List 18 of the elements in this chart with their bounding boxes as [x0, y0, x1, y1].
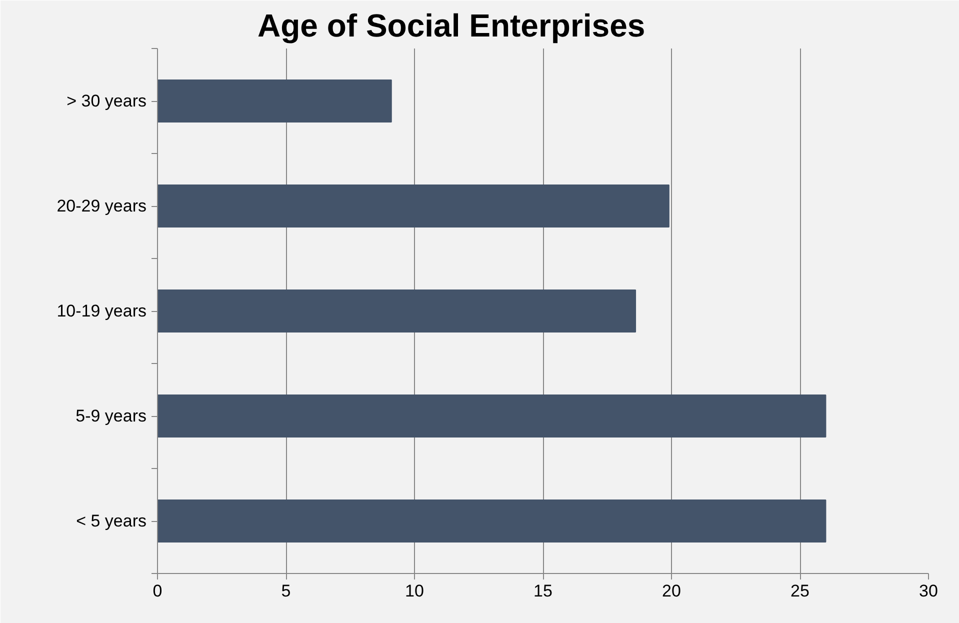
x-tick-label: 0: [152, 582, 162, 600]
x-tick-label: 5: [281, 582, 291, 600]
y-tick-label: < 5 years: [76, 512, 147, 530]
bar: [158, 500, 826, 542]
y-tick-label: > 30 years: [66, 92, 147, 110]
x-tick-label: 20: [662, 582, 681, 600]
x-tick-label: 25: [790, 582, 810, 600]
y-tick-label: 10-19 years: [56, 302, 147, 320]
bar: [158, 394, 826, 438]
chart-title: Age of Social Enterprises: [258, 8, 646, 44]
y-tick-label: 20-29 years: [56, 196, 147, 216]
x-tick-label: 15: [534, 582, 552, 600]
bar: [158, 184, 670, 228]
bar: [158, 290, 636, 332]
bar: [158, 80, 392, 122]
x-tick-label: 10: [405, 582, 424, 600]
x-tick-label: 30: [919, 582, 938, 600]
y-tick-label: 5-9 years: [76, 406, 147, 426]
